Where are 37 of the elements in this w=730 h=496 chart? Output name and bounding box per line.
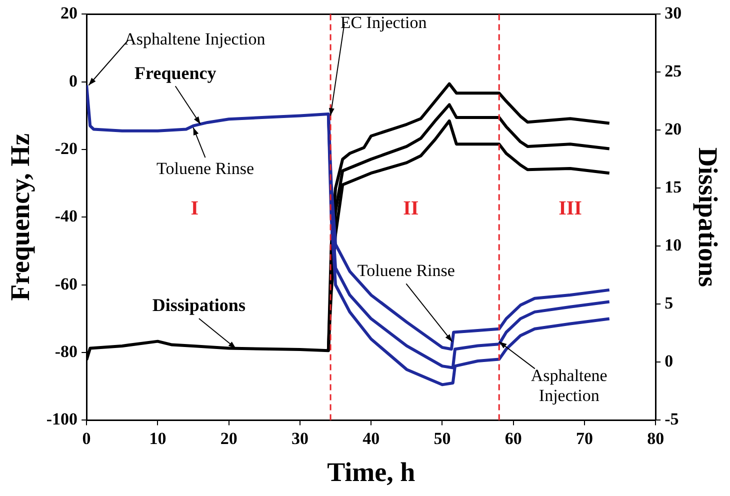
y-axis-title: Frequency, Hz	[5, 133, 36, 301]
annotation: Asphaltene Injection	[530, 366, 608, 406]
y2-tick-label: -5	[664, 410, 679, 429]
y2-tick-label: 10	[664, 236, 682, 255]
y2-axis-title: Dissipations	[692, 147, 723, 287]
annotation: II	[403, 197, 419, 220]
x-axis-title: Time, h	[327, 456, 416, 487]
x-tick-label: 60	[504, 428, 522, 448]
y-tick-label: -100	[46, 410, 78, 429]
x-tick-label: 10	[149, 428, 166, 448]
y-tick-label: -20	[54, 138, 78, 158]
annotation: I	[190, 197, 199, 220]
x-tick-label: 70	[576, 428, 593, 448]
y2-tick-label: 20	[664, 120, 682, 139]
x-tick-label: 30	[291, 428, 308, 448]
x-tick-label: 40	[362, 428, 380, 448]
x-tick-label: 50	[434, 428, 451, 448]
y2-tick-label: 30	[664, 4, 682, 23]
y-tick-label: 20	[60, 4, 78, 23]
y-tick-label: -40	[54, 206, 78, 226]
annotation: Asphaltene Injection	[124, 30, 266, 49]
y2-tick-label: 15	[664, 178, 682, 197]
annotation: III	[558, 197, 582, 220]
y-tick-label: -60	[54, 274, 78, 294]
annotation: Dissipations	[152, 295, 246, 316]
y2-tick-label: 0	[664, 352, 674, 371]
annotation: Toluene Rinse	[156, 159, 254, 178]
y-tick-label: 0	[69, 71, 78, 90]
x-tick-label: 0	[82, 428, 91, 448]
x-tick-label: 80	[647, 428, 664, 448]
annotation: Toluene Rinse	[357, 261, 455, 280]
annotation: Frequency	[134, 62, 216, 83]
x-tick-label: 20	[220, 428, 238, 448]
y-tick-label: -80	[54, 342, 78, 361]
y2-tick-label: 5	[664, 294, 674, 313]
y2-tick-label: 25	[664, 62, 682, 81]
annotation: EC Injection	[340, 13, 428, 32]
